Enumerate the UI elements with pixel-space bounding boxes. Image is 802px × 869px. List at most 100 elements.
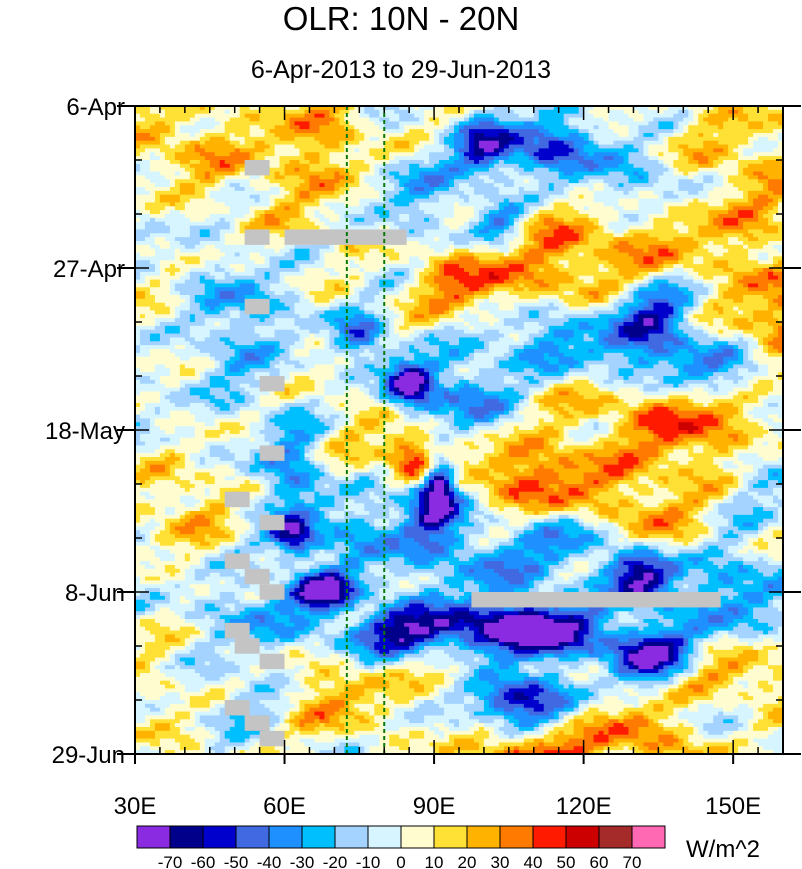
field-cell <box>149 252 156 258</box>
field-cell <box>219 136 226 142</box>
field-cell <box>633 183 640 188</box>
field-cell <box>389 179 395 184</box>
field-cell <box>488 206 495 211</box>
field-cell <box>468 179 475 184</box>
field-cell <box>424 171 430 177</box>
field-cell <box>553 163 560 169</box>
field-cell <box>758 187 764 192</box>
field-cell <box>628 244 635 250</box>
field-cell <box>284 144 291 150</box>
field-cell <box>444 144 450 150</box>
field-cell <box>613 241 620 246</box>
field-cell <box>214 152 221 157</box>
field-cell <box>758 171 764 177</box>
field-cell <box>643 194 650 200</box>
field-cell <box>628 163 635 169</box>
field-cell <box>723 229 729 234</box>
field-cell <box>723 187 729 192</box>
field-cell <box>429 190 435 196</box>
field-cell <box>149 117 156 123</box>
field-cell <box>493 202 500 207</box>
field-cell <box>194 152 201 157</box>
field-cell <box>259 221 266 227</box>
field-cell <box>688 210 694 215</box>
field-cell <box>244 106 251 111</box>
field-cell <box>244 179 251 184</box>
field-cell <box>763 121 769 126</box>
field-cell <box>309 136 316 142</box>
field-cell <box>703 198 709 204</box>
field-cell <box>389 217 395 223</box>
field-cell <box>608 160 615 165</box>
field-cell <box>135 163 141 169</box>
field-cell <box>199 206 206 211</box>
field-cell <box>409 237 415 242</box>
field-cell <box>449 129 455 134</box>
field-cell <box>513 225 520 231</box>
field-cell <box>204 252 211 258</box>
field-cell <box>628 183 635 188</box>
field-cell <box>424 241 430 246</box>
field-cell <box>723 210 729 215</box>
field-cell <box>523 133 530 138</box>
field-cell <box>179 217 186 223</box>
field-cell <box>658 206 664 211</box>
field-cell <box>613 160 620 165</box>
field-cell <box>444 106 450 111</box>
field-cell <box>773 244 779 250</box>
field-cell <box>603 152 610 157</box>
field-cell <box>713 175 719 180</box>
field-cell <box>548 206 555 211</box>
field-cell <box>548 248 555 254</box>
field-cell <box>688 125 694 130</box>
field-cell <box>573 171 580 177</box>
field-cell <box>648 248 654 254</box>
field-cell <box>533 183 540 188</box>
field-cell <box>174 233 181 238</box>
field-cell <box>159 175 166 180</box>
field-cell <box>324 225 330 231</box>
field-cell <box>523 152 530 157</box>
field-cell <box>613 229 620 234</box>
field-cell <box>488 136 495 142</box>
field-cell <box>483 160 490 165</box>
field-cell <box>563 125 570 130</box>
field-cell <box>548 106 555 111</box>
field-cell <box>488 160 495 165</box>
field-cell <box>349 144 355 150</box>
field-cell <box>538 187 545 192</box>
field-cell <box>548 152 555 157</box>
field-cell <box>339 198 345 204</box>
field-cell <box>478 187 485 192</box>
field-cell <box>548 244 555 250</box>
field-cell <box>583 233 590 238</box>
field-cell <box>748 183 754 188</box>
field-cell <box>703 106 709 111</box>
field-cell <box>219 214 226 219</box>
field-cell <box>394 183 400 188</box>
field-cell <box>658 225 664 231</box>
field-cell <box>349 125 355 130</box>
field-cell <box>578 156 585 161</box>
field-cell <box>319 210 326 215</box>
field-cell <box>523 156 530 161</box>
field-cell <box>159 109 166 115</box>
field-cell <box>553 187 560 192</box>
field-cell <box>753 194 759 200</box>
field-cell <box>573 187 580 192</box>
field-cell <box>703 210 709 215</box>
field-cell <box>778 229 783 234</box>
field-cell <box>279 210 286 215</box>
field-cell <box>723 171 729 177</box>
field-cell <box>568 244 575 250</box>
field-cell <box>189 140 196 146</box>
field-cell <box>224 198 231 204</box>
field-cell <box>149 121 156 126</box>
field-cell <box>179 167 186 173</box>
field-cell <box>688 163 694 169</box>
field-cell <box>204 233 211 238</box>
field-cell <box>144 244 151 250</box>
field-cell <box>269 202 276 207</box>
field-cell <box>693 190 699 196</box>
field-cell <box>224 229 231 234</box>
